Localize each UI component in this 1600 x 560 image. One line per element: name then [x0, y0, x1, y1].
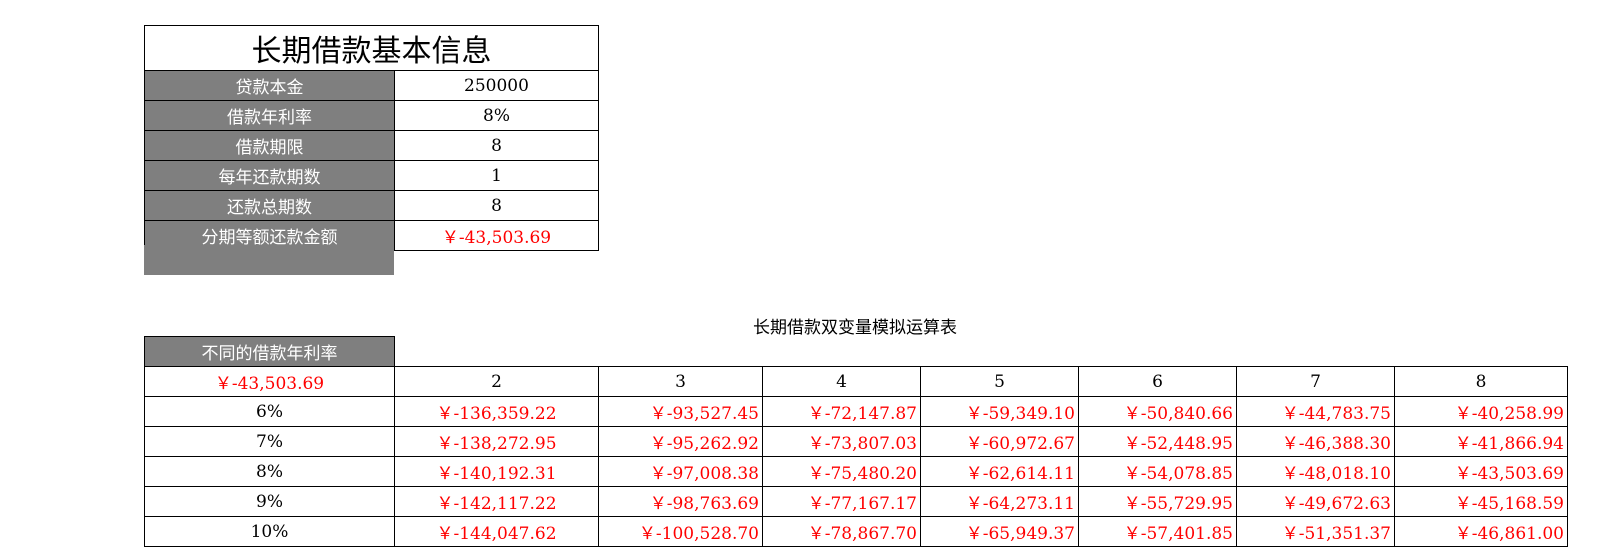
cell-label[interactable]: 借款期限 — [144, 130, 395, 161]
cell-value[interactable]: 250000 — [394, 70, 599, 101]
payment-cell[interactable]: ￥-62,614.11 — [920, 456, 1079, 487]
payment-cell[interactable]: ￥-93,527.45 — [598, 396, 763, 427]
payment-cell[interactable]: ￥-72,147.87 — [762, 396, 921, 427]
payment-cell[interactable]: ￥-57,401.85 — [1078, 516, 1237, 547]
payment-cell[interactable]: ￥-136,359.22 — [394, 396, 599, 427]
rate-cell[interactable]: 8% — [144, 456, 395, 487]
row-header-label[interactable]: 不同的借款年利率 — [144, 336, 395, 367]
payment-cell[interactable]: ￥-97,008.38 — [598, 456, 763, 487]
payment-cell[interactable]: ￥-46,861.00 — [1394, 516, 1568, 547]
rate-cell[interactable]: 10% — [144, 516, 395, 547]
simulation-table: 不同的借款年利率 ￥-43,503.69 2 3 4 5 6 7 8 6% ￥-1… — [144, 336, 1568, 547]
payment-cell[interactable]: ￥-65,949.37 — [920, 516, 1079, 547]
payment-cell[interactable]: ￥-98,763.69 — [598, 486, 763, 517]
payment-cell[interactable]: ￥-48,018.10 — [1236, 456, 1395, 487]
payment-cell[interactable]: ￥-73,807.03 — [762, 426, 921, 457]
cell-value[interactable]: 1 — [394, 160, 599, 191]
table-row: 6% ￥-136,359.22 ￥-93,527.45 ￥-72,147.87 ￥-59… — [144, 396, 1568, 427]
period-header[interactable]: 7 — [1236, 366, 1395, 397]
payment-cell[interactable]: ￥-41,866.94 — [1394, 426, 1568, 457]
payment-cell[interactable]: ￥-40,258.99 — [1394, 396, 1568, 427]
period-header[interactable]: 8 — [1394, 366, 1568, 397]
payment-cell[interactable]: ￥-95,262.92 — [598, 426, 763, 457]
rate-cell[interactable]: 6% — [144, 396, 395, 427]
payment-cell[interactable]: ￥-51,351.37 — [1236, 516, 1395, 547]
info-row-principal: 贷款本金 250000 — [144, 70, 599, 101]
payment-cell[interactable]: ￥-60,972.67 — [920, 426, 1079, 457]
rate-cell[interactable]: 9% — [144, 486, 395, 517]
gray-filled-cell[interactable] — [144, 245, 394, 275]
payment-cell[interactable]: ￥-144,047.62 — [394, 516, 599, 547]
payment-cell[interactable]: ￥-75,480.20 — [762, 456, 921, 487]
table-row: 10% ￥-144,047.62 ￥-100,528.70 ￥-78,867.70 ￥-… — [144, 516, 1568, 547]
cell-label[interactable]: 贷款本金 — [144, 70, 395, 101]
payment-cell[interactable]: ￥-140,192.31 — [394, 456, 599, 487]
payment-cell[interactable]: ￥-138,272.95 — [394, 426, 599, 457]
cell-label[interactable]: 每年还款期数 — [144, 160, 395, 191]
payment-cell[interactable]: ￥-46,388.30 — [1236, 426, 1395, 457]
table-row: 9% ￥-142,117.22 ￥-98,763.69 ￥-77,167.17 ￥-64… — [144, 486, 1568, 517]
loan-info-table: 长期借款基本信息 贷款本金 250000 借款年利率 8% 借款期限 8 每年还款期数… — [144, 25, 599, 251]
payment-cell[interactable]: ￥-54,078.85 — [1078, 456, 1237, 487]
info-row-total-periods: 还款总期数 8 — [144, 190, 599, 221]
payment-cell[interactable]: ￥-43,503.69 — [1394, 456, 1568, 487]
period-header[interactable]: 4 — [762, 366, 921, 397]
payment-cell[interactable]: ￥-45,168.59 — [1394, 486, 1568, 517]
simulation-table-title: 长期借款双变量模拟运算表 — [753, 318, 957, 338]
cell-value[interactable]: ￥-43,503.69 — [394, 220, 599, 251]
period-header[interactable]: 6 — [1078, 366, 1237, 397]
info-row-term: 借款期限 8 — [144, 130, 599, 161]
empty-cell[interactable] — [395, 337, 1568, 367]
loan-info-title: 长期借款基本信息 — [144, 25, 599, 71]
payment-cell[interactable]: ￥-52,448.95 — [1078, 426, 1237, 457]
payment-cell[interactable]: ￥-59,349.10 — [920, 396, 1079, 427]
period-header-row: ￥-43,503.69 2 3 4 5 6 7 8 — [144, 366, 1568, 397]
table-row: 7% ￥-138,272.95 ￥-95,262.92 ￥-73,807.03 ￥-60… — [144, 426, 1568, 457]
payment-cell[interactable]: ￥-49,672.63 — [1236, 486, 1395, 517]
period-header[interactable]: 5 — [920, 366, 1079, 397]
payment-cell[interactable]: ￥-78,867.70 — [762, 516, 921, 547]
payment-cell[interactable]: ￥-44,783.75 — [1236, 396, 1395, 427]
cell-value[interactable]: 8 — [394, 190, 599, 221]
corner-formula-cell[interactable]: ￥-43,503.69 — [144, 366, 395, 397]
payment-cell[interactable]: ￥-100,528.70 — [598, 516, 763, 547]
payment-cell[interactable]: ￥-64,273.11 — [920, 486, 1079, 517]
payment-cell[interactable]: ￥-77,167.17 — [762, 486, 921, 517]
payment-cell[interactable]: ￥-50,840.66 — [1078, 396, 1237, 427]
cell-label[interactable]: 还款总期数 — [144, 190, 395, 221]
cell-label[interactable]: 借款年利率 — [144, 100, 395, 131]
period-header[interactable]: 2 — [394, 366, 599, 397]
info-row-payments-per-year: 每年还款期数 1 — [144, 160, 599, 191]
payment-cell[interactable]: ￥-55,729.95 — [1078, 486, 1237, 517]
payment-cell[interactable]: ￥-142,117.22 — [394, 486, 599, 517]
rate-cell[interactable]: 7% — [144, 426, 395, 457]
cell-value[interactable]: 8 — [394, 130, 599, 161]
period-header[interactable]: 3 — [598, 366, 763, 397]
table-row: 8% ￥-140,192.31 ￥-97,008.38 ￥-75,480.20 ￥-62… — [144, 456, 1568, 487]
cell-value[interactable]: 8% — [394, 100, 599, 131]
info-row-rate: 借款年利率 8% — [144, 100, 599, 131]
